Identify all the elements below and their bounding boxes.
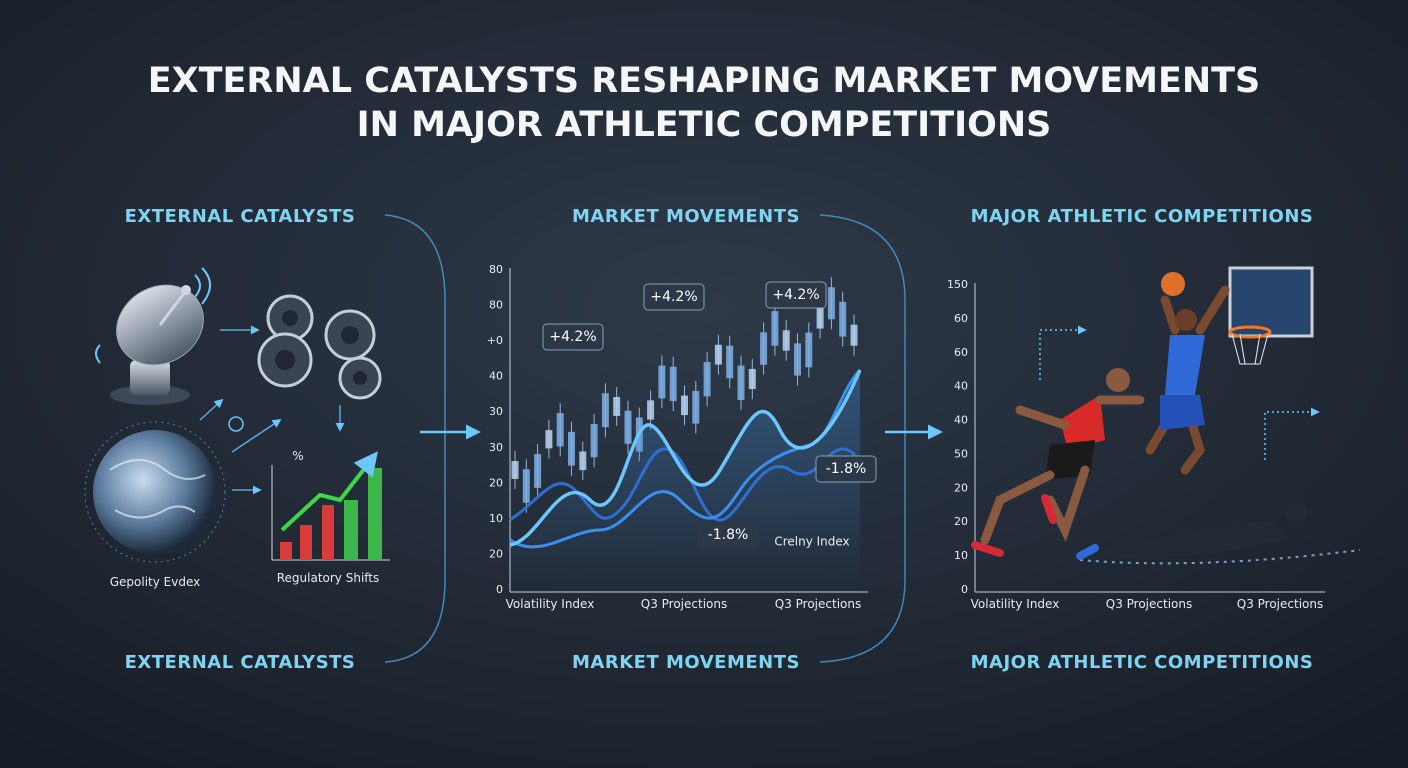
candle-body [692, 390, 700, 424]
x-axis-label: Q3 Projections [775, 597, 861, 611]
panel-footer: MARKET MOVEMENTS [572, 652, 800, 673]
candle-body [714, 344, 722, 365]
candle-body [590, 424, 598, 458]
candle-body [771, 311, 779, 346]
candle-body [545, 430, 553, 449]
candle-body [568, 431, 575, 466]
candle-body [647, 400, 655, 420]
x-axis-label: Volatility Index [971, 597, 1060, 611]
annotation-box [765, 281, 827, 309]
candle-body [827, 287, 835, 320]
candle-body [669, 366, 677, 402]
candle-body [556, 413, 564, 447]
icon-caption: Regulatory Shifts [277, 571, 380, 585]
y-axis-label: 20 [489, 547, 503, 560]
y-axis-label: 50 [954, 447, 968, 460]
x-axis-label: Q3 Projections [641, 597, 727, 611]
panel-header: EXTERNAL CATALYSTS [125, 206, 356, 227]
candle-body [579, 451, 587, 471]
candle-body [522, 469, 530, 503]
candle-body [681, 395, 688, 416]
candle-body [601, 393, 609, 428]
candle-body [737, 365, 745, 401]
y-axis-label: 40 [954, 380, 968, 393]
panel-header: MARKET MOVEMENTS [572, 206, 800, 227]
panel-footer: EXTERNAL CATALYSTS [125, 652, 356, 673]
title-line: EXTERNAL CATALYSTS RESHAPING MARKET MOVE… [148, 61, 1261, 101]
candle-body [850, 324, 858, 346]
y-axis-label: 0 [961, 583, 968, 596]
title-line: IN MAJOR ATHLETIC COMPETITIONS [357, 105, 1052, 145]
connectors [384, 214, 906, 663]
y-axis-label: 30 [489, 405, 503, 418]
panel-header: MAJOR ATHLETIC COMPETITIONS [971, 206, 1314, 227]
y-axis-label: 60 [954, 312, 968, 325]
candle-body [760, 332, 768, 365]
y-axis-label: 10 [489, 512, 503, 525]
y-axis-label: 60 [954, 346, 968, 359]
candle-body [511, 461, 519, 479]
annotation: +4.2% [549, 329, 596, 345]
x-axis-label: Q3 Projections [1106, 597, 1192, 611]
y-axis-label: 10 [954, 549, 968, 562]
annotation: Crelny Index [774, 535, 849, 549]
y-axis-label: 40 [954, 414, 968, 427]
x-axis-label: Q3 Projections [1237, 597, 1323, 611]
annotation-box [542, 323, 604, 351]
candle-body [624, 410, 632, 444]
athletics-visual [971, 266, 1361, 593]
annotation: -1.8% [826, 461, 867, 477]
candle-body [748, 368, 756, 390]
icon-caption: % [292, 449, 303, 463]
annotation-box [643, 283, 705, 311]
candle-body [816, 307, 824, 329]
candle-body [534, 454, 542, 488]
x-axis-label: Volatility Index [506, 597, 595, 611]
candle-body [782, 330, 790, 351]
annotation: -1.8% [708, 527, 749, 543]
annotation-box [698, 522, 758, 548]
market-chart [509, 268, 868, 593]
candle-body [794, 343, 801, 376]
y-axis-label: 40 [489, 370, 503, 383]
candle-body [658, 365, 666, 399]
panel-footer: MAJOR ATHLETIC COMPETITIONS [971, 652, 1314, 673]
y-axis-label: 30 [489, 441, 503, 454]
candle-body [839, 301, 847, 337]
y-axis-label: 80 [489, 299, 503, 312]
y-axis-label: 20 [954, 515, 968, 528]
y-axis-label: 150 [947, 278, 968, 291]
y-axis-label: 20 [954, 481, 968, 494]
candle-body [703, 362, 711, 397]
annotation: +4.2% [772, 287, 819, 303]
y-axis-label: +0 [487, 334, 503, 347]
catalyst-icons [84, 267, 390, 563]
y-axis-label: 20 [489, 476, 503, 489]
icon-caption: Gepolity Evdex [110, 575, 201, 589]
candle-body [613, 396, 621, 416]
annotation-box [815, 455, 877, 483]
annotation: +4.2% [650, 289, 697, 305]
candle-body [726, 345, 734, 379]
y-axis-label: 80 [489, 263, 503, 276]
y-axis-label: 0 [496, 583, 503, 596]
candle-body [805, 332, 813, 368]
